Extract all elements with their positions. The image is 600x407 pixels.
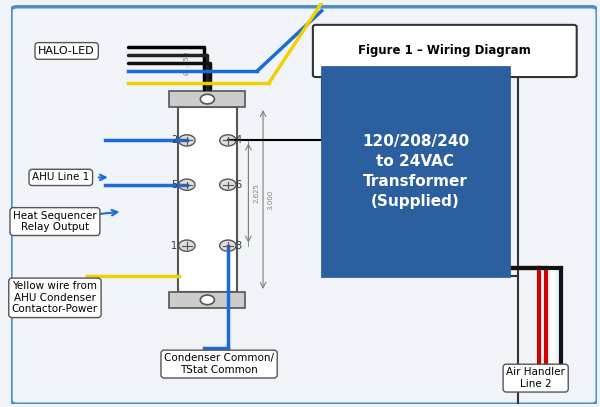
Circle shape [179, 135, 195, 146]
Circle shape [220, 179, 236, 190]
Circle shape [220, 135, 236, 146]
Circle shape [179, 240, 195, 251]
Circle shape [179, 179, 195, 190]
Text: 2: 2 [171, 136, 177, 145]
Text: 6: 6 [235, 180, 241, 190]
Text: AHU Line 1: AHU Line 1 [32, 173, 89, 182]
Bar [169, 292, 245, 308]
Bar [169, 91, 245, 107]
Text: Air Handler
Line 2: Air Handler Line 2 [506, 368, 565, 389]
FancyBboxPatch shape [313, 25, 577, 77]
Circle shape [220, 240, 236, 251]
Bar [322, 67, 509, 276]
Text: Condenser Common/
TStat Common: Condenser Common/ TStat Common [164, 353, 274, 375]
Text: Heat Sequencer
Relay Output: Heat Sequencer Relay Output [13, 211, 97, 232]
Bar [178, 107, 236, 292]
Text: 120/208/240
to 24VAC
Transformer
(Supplied): 120/208/240 to 24VAC Transformer (Suppli… [362, 134, 469, 208]
Circle shape [200, 295, 214, 305]
Text: Yellow wire from
AHU Condenser
Contactor-Power: Yellow wire from AHU Condenser Contactor… [12, 281, 98, 315]
Text: 2.625: 2.625 [253, 183, 259, 203]
Text: Figure 1 – Wiring Diagram: Figure 1 – Wiring Diagram [358, 44, 531, 57]
Text: HALO-LED: HALO-LED [38, 46, 95, 56]
FancyBboxPatch shape [11, 7, 597, 404]
Text: 3.000: 3.000 [268, 189, 274, 210]
Text: 1: 1 [171, 241, 177, 251]
Text: Ø .150: Ø .150 [184, 52, 190, 75]
Circle shape [200, 94, 214, 104]
Text: 5: 5 [171, 180, 177, 190]
Text: 3: 3 [235, 241, 241, 251]
Text: 4: 4 [235, 136, 241, 145]
